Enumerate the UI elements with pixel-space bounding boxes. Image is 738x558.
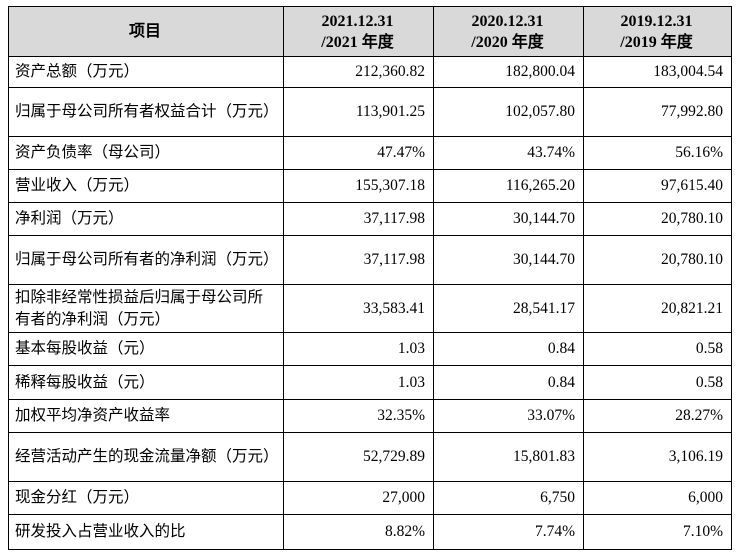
- value-cell: 183,004.54: [583, 56, 732, 88]
- row-label: 扣除非经常性损益后归属于母公司所有者的净利润（万元）: [8, 284, 284, 333]
- value-cell: 52,729.89: [283, 432, 434, 482]
- value-cell: 7.74%: [433, 514, 584, 550]
- value-cell: 30,144.70: [433, 235, 584, 285]
- value-cell: 77,992.80: [583, 87, 732, 137]
- value-cell: 20,821.21: [583, 284, 732, 333]
- value-cell: 56.16%: [583, 136, 732, 170]
- table-row: 资产负债率（母公司） 47.47% 43.74% 56.16%: [8, 136, 732, 170]
- header-line: 2019.12.31: [620, 12, 693, 30]
- value-cell: 28.27%: [583, 399, 732, 433]
- value-cell: 28,541.17: [433, 284, 584, 333]
- value-cell: 116,265.20: [433, 169, 584, 203]
- row-label: 归属于母公司所有者权益合计（万元）: [8, 87, 284, 137]
- header-cell: 2020.12.31/2020 年度: [433, 6, 584, 57]
- value-cell: 32.35%: [283, 399, 434, 433]
- value-cell: 47.47%: [283, 136, 434, 170]
- header-line: 2020.12.31: [471, 12, 544, 30]
- header-cell: 2019.12.31/2019 年度: [583, 6, 732, 57]
- row-label: 现金分红（万元）: [8, 481, 284, 515]
- table-body: 资产总额（万元） 212,360.82 182,800.04 183,004.54 归属…: [8, 56, 732, 550]
- table-row: 加权平均净资产收益率 32.35% 33.07% 28.27%: [8, 399, 732, 433]
- value-cell: 102,057.80: [433, 87, 584, 137]
- header-line: /2021 年度: [321, 33, 394, 51]
- value-cell: 3,106.19: [583, 432, 732, 482]
- row-label: 净利润（万元）: [8, 202, 284, 236]
- value-cell: 27,000: [283, 481, 434, 515]
- table-row: 归属于母公司所有者的净利润（万元） 37,117.98 30,144.70 20,78…: [8, 235, 732, 285]
- table-row: 资产总额（万元） 212,360.82 182,800.04 183,004.54: [8, 56, 732, 88]
- table-row: 营业收入（万元） 155,307.18 116,265.20 97,615.40: [8, 169, 732, 203]
- table-row: 净利润（万元） 37,117.98 30,144.70 20,780.10: [8, 202, 732, 236]
- table-row: 归属于母公司所有者权益合计（万元） 113,901.25 102,057.80 77,…: [8, 87, 732, 137]
- value-cell: 212,360.82: [283, 56, 434, 88]
- table-row: 稀释每股收益（元） 1.03 0.84 0.58: [8, 365, 732, 400]
- table-row: 扣除非经常性损益后归属于母公司所有者的净利润（万元） 33,583.41 28,54…: [8, 284, 732, 333]
- value-cell: 15,801.83: [433, 432, 584, 482]
- header-row: 项目 2021.12.31/2021 年度 2020.12.31/2020 年度 20…: [8, 6, 732, 57]
- value-cell: 113,901.25: [283, 87, 434, 137]
- header-cell: 项目: [8, 6, 284, 57]
- row-label: 加权平均净资产收益率: [8, 399, 284, 433]
- row-label: 基本每股收益（元）: [8, 332, 284, 366]
- value-cell: 20,780.10: [583, 202, 732, 236]
- header-line: 2021.12.31: [321, 12, 394, 30]
- value-cell: 20,780.10: [583, 235, 732, 285]
- value-cell: 30,144.70: [433, 202, 584, 236]
- value-cell: 182,800.04: [433, 56, 584, 88]
- value-cell: 0.84: [433, 365, 584, 400]
- value-cell: 33,583.41: [283, 284, 434, 333]
- table-row: 现金分红（万元） 27,000 6,750 6,000: [8, 481, 732, 515]
- row-label: 资产负债率（母公司）: [8, 136, 284, 170]
- value-cell: 7.10%: [583, 514, 732, 550]
- header-text: 项目: [128, 23, 161, 40]
- value-cell: 6,000: [583, 481, 732, 515]
- value-cell: 37,117.98: [283, 202, 434, 236]
- value-cell: 1.03: [283, 332, 434, 366]
- table-row: 基本每股收益（元） 1.03 0.84 0.58: [8, 332, 732, 366]
- value-cell: 97,615.40: [583, 169, 732, 203]
- header-line: /2020 年度: [471, 33, 544, 51]
- value-cell: 0.58: [583, 332, 732, 366]
- value-cell: 37,117.98: [283, 235, 434, 285]
- row-label: 归属于母公司所有者的净利润（万元）: [8, 235, 284, 285]
- value-cell: 0.58: [583, 365, 732, 400]
- table-row: 经营活动产生的现金流量净额（万元） 52,729.89 15,801.83 3,106…: [8, 432, 732, 482]
- table-row: 研发投入占营业收入的比 8.82% 7.74% 7.10%: [8, 514, 732, 550]
- value-cell: 0.84: [433, 332, 584, 366]
- header-line: /2019 年度: [620, 33, 693, 51]
- header-cell: 2021.12.31/2021 年度: [283, 6, 434, 57]
- row-label: 研发投入占营业收入的比: [8, 514, 284, 550]
- value-cell: 1.03: [283, 365, 434, 400]
- value-cell: 8.82%: [283, 514, 434, 550]
- value-cell: 33.07%: [433, 399, 584, 433]
- row-label: 经营活动产生的现金流量净额（万元）: [8, 432, 284, 482]
- value-cell: 6,750: [433, 481, 584, 515]
- data-table: 项目 2021.12.31/2021 年度 2020.12.31/2020 年度 20…: [8, 6, 732, 550]
- row-label: 稀释每股收益（元）: [8, 365, 284, 400]
- row-label: 营业收入（万元）: [8, 169, 284, 203]
- row-label: 资产总额（万元）: [8, 56, 284, 88]
- value-cell: 43.74%: [433, 136, 584, 170]
- value-cell: 155,307.18: [283, 169, 434, 203]
